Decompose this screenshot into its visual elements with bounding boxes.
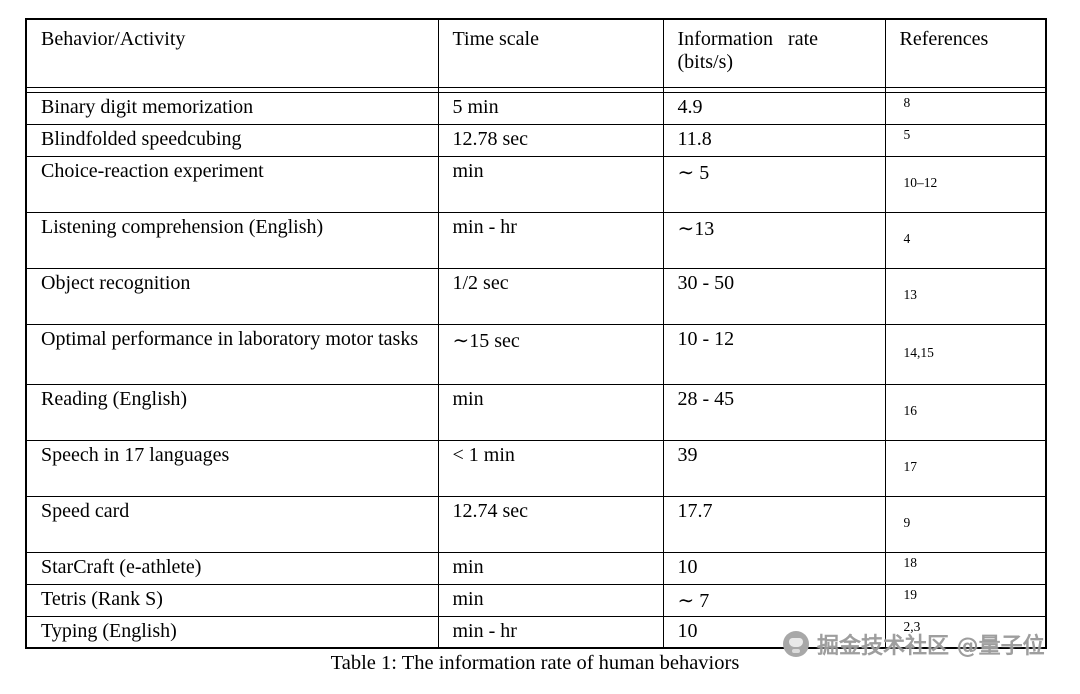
watermark-text: 掘金技术社区 @量子位 — [817, 634, 1045, 659]
refs-cell: 18 — [884, 551, 1047, 585]
rate-cell: 10 — [662, 551, 886, 585]
refs-cell: 2,3 — [884, 615, 1047, 649]
behavior-cell: Speech in 17 languages — [25, 439, 439, 497]
column-header-time-scale: Time scale — [437, 18, 664, 88]
time-cell: 12.78 sec — [437, 123, 664, 157]
behavior-cell: Blindfolded speedcubing — [25, 123, 439, 157]
behavior-cell: Listening comprehension (English) — [25, 211, 439, 269]
column-header-information-rate: Information rate (bits/s) — [662, 18, 886, 88]
time-cell: 1/2 sec — [437, 267, 664, 325]
table-row: Typing (English) min - hr 10 2,3 — [25, 615, 1047, 649]
time-cell: min — [437, 155, 664, 213]
behavior-cell: StarCraft (e-athlete) — [25, 551, 439, 585]
time-cell: min - hr — [437, 211, 664, 269]
table-row: Blindfolded speedcubing 12.78 sec 11.8 5 — [25, 123, 1047, 157]
refs-cell: 17 — [884, 439, 1047, 497]
rate-cell: ∼ 7 — [662, 583, 886, 617]
table-row: Speech in 17 languages < 1 min 39 17 — [25, 439, 1047, 497]
column-header-references: References — [884, 18, 1047, 88]
column-header-behavior: Behavior/Activity — [25, 18, 439, 88]
rate-cell: 39 — [662, 439, 886, 497]
table-row: Tetris (Rank S) min ∼ 7 19 — [25, 583, 1047, 617]
time-cell: min - hr — [437, 615, 664, 649]
table-row: Binary digit memorization 5 min 4.9 8 — [25, 91, 1047, 125]
information-rate-table: Behavior/Activity Time scale Information… — [25, 18, 1047, 649]
behavior-cell: Tetris (Rank S) — [25, 583, 439, 617]
behavior-cell: Reading (English) — [25, 383, 439, 441]
watermark: 掘金技术社区 @量子位 — [783, 628, 1045, 660]
rate-cell: 10 — [662, 615, 886, 649]
rate-cell: 11.8 — [662, 123, 886, 157]
refs-cell: 19 — [884, 583, 1047, 617]
refs-cell: 5 — [884, 123, 1047, 157]
table-row: Listening comprehension (English) min - … — [25, 211, 1047, 269]
refs-cell: 4 — [884, 211, 1047, 269]
time-cell: < 1 min — [437, 439, 664, 497]
time-cell: min — [437, 551, 664, 585]
rate-cell: 28 - 45 — [662, 383, 886, 441]
refs-cell: 9 — [884, 495, 1047, 553]
table-row: Speed card 12.74 sec 17.7 9 — [25, 495, 1047, 553]
rate-cell: 30 - 50 — [662, 267, 886, 325]
refs-cell: 8 — [884, 91, 1047, 125]
time-cell: ∼15 sec — [437, 323, 664, 385]
time-cell: min — [437, 383, 664, 441]
behavior-cell: Typing (English) — [25, 615, 439, 649]
behavior-cell: Choice-reaction experiment — [25, 155, 439, 213]
behavior-cell: Object recognition — [25, 267, 439, 325]
table-row: Choice-reaction experiment min ∼ 5 10–12 — [25, 155, 1047, 213]
time-cell: 12.74 sec — [437, 495, 664, 553]
time-cell: min — [437, 583, 664, 617]
table-caption: Table 1: The information rate of human b… — [330, 652, 740, 674]
refs-cell: 16 — [884, 383, 1047, 441]
rate-cell: 17.7 — [662, 495, 886, 553]
time-cell: 5 min — [437, 91, 664, 125]
rate-cell: ∼13 — [662, 211, 886, 269]
table-row: Object recognition 1/2 sec 30 - 50 13 — [25, 267, 1047, 325]
rate-cell: 4.9 — [662, 91, 886, 125]
refs-cell: 13 — [884, 267, 1047, 325]
rate-cell: ∼ 5 — [662, 155, 886, 213]
behavior-cell: Binary digit memorization — [25, 91, 439, 125]
refs-cell: 14,15 — [884, 323, 1047, 385]
table-row: Reading (English) min 28 - 45 16 — [25, 383, 1047, 441]
watermark-icon — [783, 631, 809, 657]
header-row: Behavior/Activity Time scale Information… — [25, 18, 1047, 88]
table-row: Optimal performance in laboratory motor … — [25, 323, 1047, 385]
rate-cell: 10 - 12 — [662, 323, 886, 385]
table-row: StarCraft (e-athlete) min 10 18 — [25, 551, 1047, 585]
behavior-cell: Speed card — [25, 495, 439, 553]
behavior-cell: Optimal performance in laboratory motor … — [25, 323, 439, 385]
refs-cell: 10–12 — [884, 155, 1047, 213]
